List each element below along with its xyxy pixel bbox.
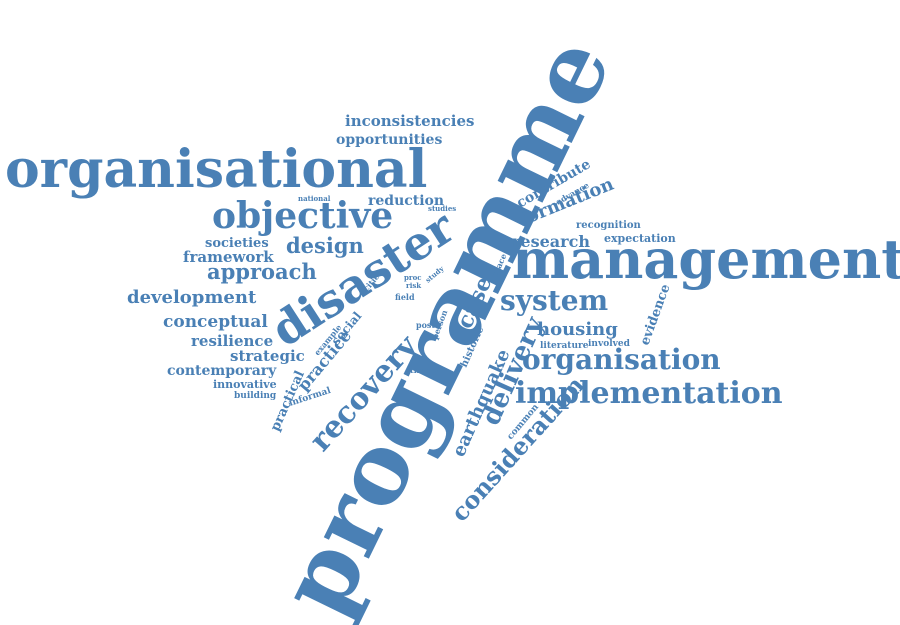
word-objective: objective (212, 195, 393, 237)
word-research: research (512, 232, 590, 251)
word-studies: studies (428, 204, 456, 213)
word-post: post (416, 320, 435, 330)
word-expectation: expectation (604, 232, 676, 245)
word-inconsistencies: inconsistencies (345, 112, 474, 130)
word-strategic: strategic (230, 347, 305, 365)
word-approach: approach (207, 259, 317, 284)
word-opportunities: opportunities (336, 132, 442, 148)
word-conceptual: conceptual (163, 312, 268, 332)
word-system: system (500, 284, 608, 317)
word-societies: societies (205, 236, 269, 251)
word-involved: involved (588, 339, 631, 349)
word-building: building (234, 391, 277, 401)
word-contemporary: contemporary (167, 363, 277, 379)
word-national: national (298, 194, 331, 203)
word-resilience: resilience (191, 332, 273, 350)
word-development: development (127, 287, 257, 308)
word-evidence: evidence (638, 282, 674, 347)
word-proc: proc (404, 273, 422, 282)
word-reduction: reduction (368, 193, 444, 209)
word-implementation: implementation (515, 376, 783, 411)
word-theory: theory (410, 365, 439, 375)
word-housing: housing (537, 319, 618, 340)
word-framework: framework (183, 248, 274, 266)
word-innovative: innovative (213, 378, 277, 391)
word-design: design (286, 233, 364, 258)
word-risk: risk (406, 281, 421, 290)
word-organisation: organisation (522, 343, 721, 376)
word-recognition: recognition (576, 220, 642, 231)
word-management: management (512, 227, 900, 291)
word-literature: literature (540, 341, 589, 351)
word-organisational: organisational (5, 139, 427, 200)
word-field: field (395, 292, 415, 302)
